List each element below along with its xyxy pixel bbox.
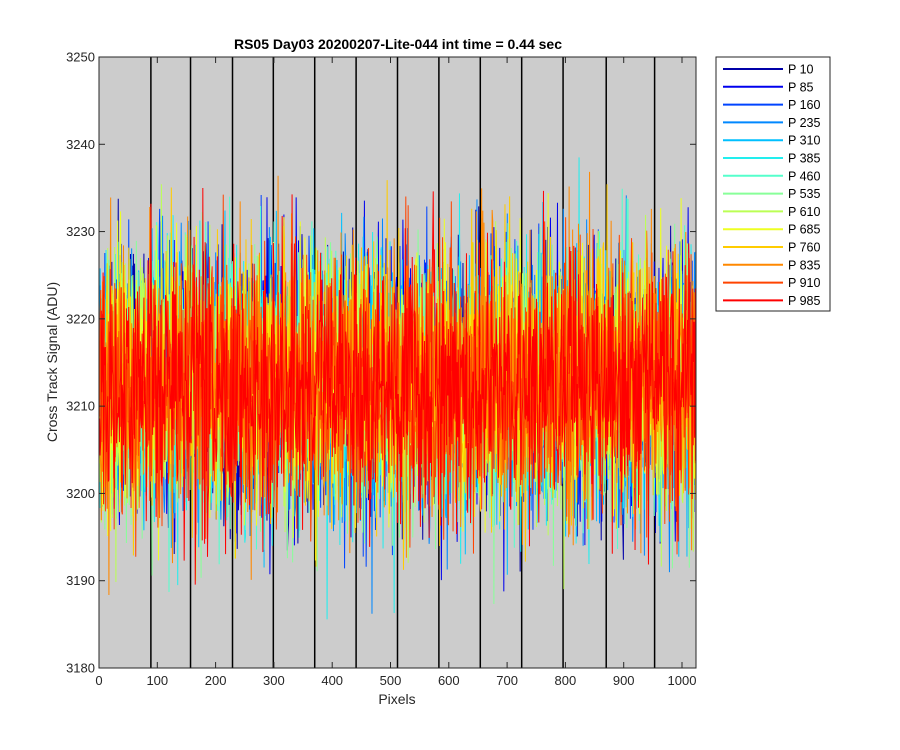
series-lines bbox=[98, 157, 697, 620]
x-tick-label-4: 400 bbox=[321, 673, 343, 688]
x-tick-label-10: 1000 bbox=[668, 673, 697, 688]
x-tick-label-5: 500 bbox=[380, 673, 402, 688]
y-tick-label-6: 3240 bbox=[66, 137, 95, 152]
legend-label-8: P 610 bbox=[788, 205, 820, 219]
legend-box bbox=[715, 56, 831, 312]
legend-label-5: P 385 bbox=[788, 152, 820, 166]
legend-label-12: P 910 bbox=[788, 276, 820, 290]
y-tick-label-5: 3230 bbox=[66, 224, 95, 239]
x-tick-label-3: 300 bbox=[263, 673, 285, 688]
legend-label-0: P 10 bbox=[788, 63, 814, 77]
y-tick-label-2: 3200 bbox=[66, 486, 95, 501]
legend-label-6: P 460 bbox=[788, 169, 820, 183]
x-tick-label-9: 900 bbox=[613, 673, 635, 688]
x-tick-label-7: 700 bbox=[496, 673, 518, 688]
legend: P 10 P 85 P 160 P 235 P 310 P 385 P 460 P 535 P … bbox=[715, 56, 831, 312]
chart-title: RS05 Day03 20200207-Lite-044 int time = … bbox=[234, 36, 562, 52]
y-tick-label-7: 3250 bbox=[66, 50, 95, 65]
legend-label-2: P 160 bbox=[788, 98, 820, 112]
legend-label-4: P 310 bbox=[788, 134, 820, 148]
legend-label-1: P 85 bbox=[788, 80, 814, 94]
y-tick-label-0: 3180 bbox=[66, 661, 95, 676]
plot-frame bbox=[98, 56, 697, 669]
legend-label-10: P 760 bbox=[788, 241, 820, 255]
x-tick-label-8: 800 bbox=[555, 673, 577, 688]
legend-label-11: P 835 bbox=[788, 258, 820, 272]
x-tick-label-2: 200 bbox=[205, 673, 227, 688]
x-axis-label: Pixels bbox=[378, 691, 415, 707]
x-axis: 0 100 200 300 400 500 600 700 800 900 1000 bbox=[95, 57, 696, 688]
y-axis-label: Cross Track Signal (ADU) bbox=[44, 282, 60, 442]
y-axis: 3180 3190 3200 3210 3220 3230 3240 3250 bbox=[66, 50, 696, 676]
x-tick-label-0: 0 bbox=[95, 673, 102, 688]
x-tick-label-6: 600 bbox=[438, 673, 460, 688]
legend-label-13: P 985 bbox=[788, 294, 820, 308]
x-tick-label-1: 100 bbox=[146, 673, 168, 688]
series-line-13 bbox=[98, 187, 697, 585]
legend-label-9: P 685 bbox=[788, 223, 820, 237]
y-tick-label-4: 3220 bbox=[66, 311, 95, 326]
legend-label-7: P 535 bbox=[788, 187, 820, 201]
legend-label-3: P 235 bbox=[788, 116, 820, 130]
y-tick-label-3: 3210 bbox=[66, 399, 95, 414]
y-tick-label-1: 3190 bbox=[66, 573, 95, 588]
